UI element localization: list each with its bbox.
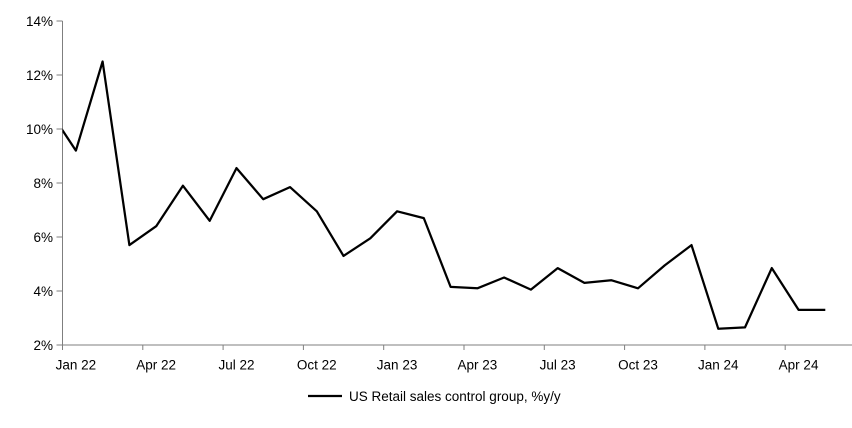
- series-line-us-retail-control-group: [49, 62, 825, 329]
- x-axis-label: Apr 22: [136, 358, 176, 373]
- x-axis-label: Oct 22: [297, 358, 337, 373]
- legend-label: US Retail sales control group, %y/y: [349, 389, 561, 404]
- x-axis-label: Oct 23: [618, 358, 658, 373]
- x-axis-label: Apr 23: [457, 358, 497, 373]
- x-axis-label: Jan 22: [56, 358, 97, 373]
- x-axis-label: Jul 22: [218, 358, 254, 373]
- axes: [63, 21, 852, 345]
- y-axis-label: 2%: [33, 338, 53, 353]
- y-axis-label: 6%: [33, 230, 53, 245]
- x-axis-label: Jan 24: [698, 358, 739, 373]
- y-axis-label: 12%: [26, 68, 53, 83]
- x-axis-label: Apr 24: [779, 358, 819, 373]
- x-axis-label: Jul 23: [540, 358, 576, 373]
- y-axis-label: 14%: [26, 14, 53, 29]
- y-axis-label: 10%: [26, 122, 53, 137]
- y-axis-ticks: [57, 21, 63, 345]
- x-axis-labels: Jan 22 Apr 22 Jul 22 Oct 22 Jan 23 Apr 23 Jul …: [56, 358, 819, 373]
- y-axis-label: 4%: [33, 284, 53, 299]
- x-axis-ticks: [63, 345, 786, 350]
- y-axis-label: 8%: [33, 176, 53, 191]
- x-axis-label: Jan 23: [377, 358, 418, 373]
- y-axis-labels: 2% 4% 6% 8% 10% 12% 14%: [26, 14, 53, 353]
- legend: US Retail sales control group, %y/y: [308, 389, 561, 404]
